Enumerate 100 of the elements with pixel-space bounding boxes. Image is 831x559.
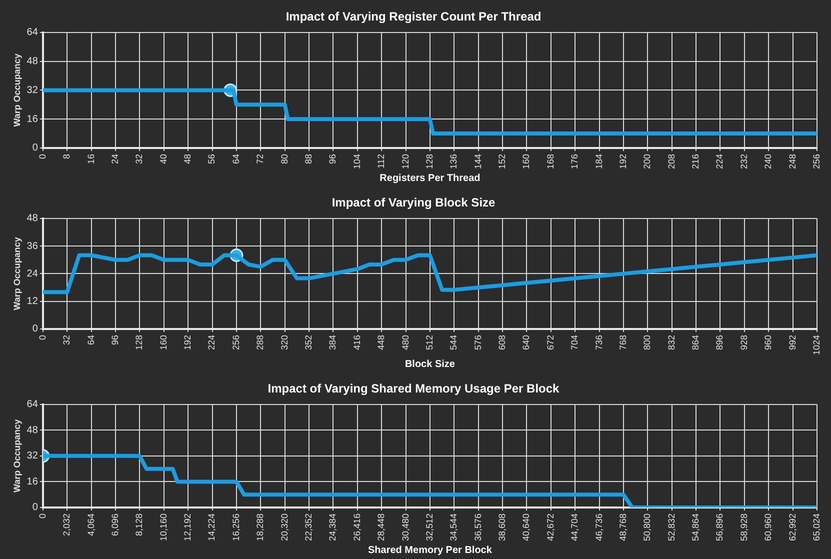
x-tick-label: 832 [666,334,676,350]
x-tick-label: 120 [400,154,410,170]
y-tick-label: 48 [26,213,38,224]
x-tick-label: 608 [497,334,508,350]
x-tick-label: 1024 [811,334,822,356]
y-tick-label: 32 [26,450,38,462]
x-tick-label: 46,736 [594,513,604,542]
y-tick-label: 24 [26,268,38,280]
x-tick-label: 168 [545,154,556,170]
chart-title: Impact of Varying Register Count Per Thread [286,10,542,24]
x-tick-label: 10,160 [158,513,168,542]
x-tick-label: 512 [424,334,434,350]
x-tick-label: 36,576 [472,513,483,542]
y-axis-title: Warp Occupancy [12,419,22,493]
x-tick-label: 8 [62,154,72,159]
x-tick-label: 480 [400,334,410,350]
x-tick-label: 12,192 [182,513,193,542]
y-tick-label: 64 [26,27,38,38]
x-tick-label: 704 [570,334,580,350]
x-tick-label: 0 [37,334,48,340]
x-tick-label: 896 [714,334,725,350]
x-tick-label: 42,672 [545,513,556,542]
x-tick-label: 128 [134,334,144,350]
x-tick-label: 384 [328,334,338,350]
x-tick-label: 32 [62,334,72,345]
x-tick-label: 96 [110,334,120,345]
x-tick-label: 34,544 [448,513,459,542]
x-tick-label: 928 [738,334,749,350]
x-tick-label: 448 [376,334,386,350]
x-tick-label: 24 [110,154,120,164]
x-tick-label: 60,960 [763,513,774,542]
x-tick-label: 160 [158,334,168,350]
x-tick-label: 28,448 [376,513,386,542]
y-axis-title: Warp Occupancy [12,54,22,127]
x-tick-label: 65,024 [811,513,822,542]
x-tick-label: 48,768 [618,513,628,542]
x-axis-title: Shared Memory Per Block [368,544,492,556]
x-tick-label: 800 [642,334,652,350]
x-tick-label: 128 [424,154,434,170]
x-tick-label: 64 [230,154,241,164]
x-tick-label: 88 [303,154,314,164]
x-tick-label: 58,928 [738,513,749,542]
x-tick-label: 72 [255,154,266,164]
x-tick-label: 576 [472,334,483,350]
x-tick-label: 224 [206,334,217,350]
x-axis-title: Block Size [404,358,456,370]
x-tick-label: 320 [279,334,290,350]
y-tick-label: 12 [26,296,38,308]
y-tick-label: 64 [26,399,38,410]
x-tick-label: 38,608 [497,513,508,542]
x-tick-label: 32 [134,154,144,164]
x-tick-label: 24,384 [328,513,338,542]
x-tick-label: 864 [690,334,701,350]
x-tick-label: 0 [37,154,48,159]
y-tick-label: 48 [26,56,38,68]
x-tick-label: 16,256 [230,513,241,542]
x-tick-label: 224 [714,154,725,170]
x-tick-label: 216 [690,154,701,170]
x-tick-label: 48 [182,154,193,164]
x-tick-label: 0 [37,513,48,518]
x-tick-label: 160 [521,154,532,170]
x-tick-label: 14,224 [206,513,217,542]
x-tick-label: 44,704 [570,513,580,542]
x-tick-label: 144 [472,154,483,170]
x-tick-label: 62,992 [787,513,798,542]
x-tick-label: 22,352 [303,513,314,542]
x-tick-label: 16 [86,154,96,164]
chart-title: Impact of Varying Shared Memory Usage Per Block [268,382,560,396]
x-tick-label: 80 [279,154,290,164]
x-tick-label: 192 [182,334,193,350]
x-tick-label: 104 [352,154,362,170]
x-tick-label: 672 [545,334,556,350]
x-tick-label: 56,896 [714,513,725,542]
x-tick-label: 240 [763,154,774,170]
y-tick-label: 16 [26,476,38,488]
x-tick-label: 192 [618,154,628,170]
x-tick-label: 40 [158,154,168,164]
x-tick-label: 52,832 [666,513,676,542]
y-tick-label: 0 [32,502,38,514]
x-tick-label: 768 [618,334,628,350]
x-tick-label: 960 [763,334,774,350]
x-tick-label: 8,128 [134,513,144,536]
y-tick-label: 36 [26,240,38,252]
x-axis-title: Registers Per Thread [380,172,480,184]
x-tick-label: 26,416 [352,513,362,542]
x-tick-label: 256 [230,334,241,350]
x-tick-label: 200 [642,154,652,170]
x-tick-label: 6,096 [110,513,120,536]
x-tick-label: 112 [376,154,386,168]
x-tick-label: 32,512 [424,513,434,542]
x-tick-label: 136 [448,154,459,170]
x-tick-label: 232 [738,154,749,170]
x-tick-label: 992 [787,334,798,350]
x-tick-label: 256 [811,154,822,170]
x-tick-label: 352 [303,334,314,350]
x-tick-label: 18,288 [255,513,266,542]
y-tick-label: 0 [32,324,38,335]
x-tick-label: 640 [521,334,532,350]
x-tick-label: 288 [255,334,266,350]
x-tick-label: 54,864 [690,513,701,542]
